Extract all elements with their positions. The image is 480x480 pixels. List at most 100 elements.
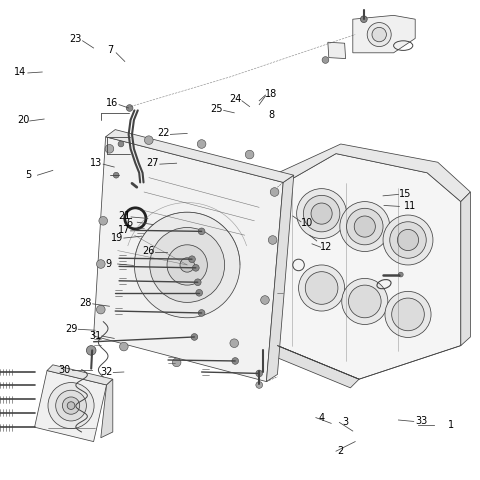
Text: 5: 5	[25, 170, 32, 180]
Circle shape	[172, 358, 181, 367]
Polygon shape	[277, 154, 461, 379]
Text: 1: 1	[448, 420, 454, 430]
Circle shape	[342, 278, 388, 324]
Circle shape	[198, 228, 205, 235]
Text: 15: 15	[399, 190, 412, 199]
Circle shape	[56, 390, 86, 421]
Circle shape	[144, 136, 153, 144]
Circle shape	[390, 222, 426, 258]
Text: 11: 11	[404, 202, 417, 211]
Circle shape	[99, 216, 108, 225]
Circle shape	[230, 339, 239, 348]
Circle shape	[150, 228, 225, 302]
Text: 12: 12	[320, 242, 333, 252]
Text: 24: 24	[229, 95, 241, 104]
Circle shape	[197, 140, 206, 148]
Circle shape	[196, 289, 203, 296]
Text: 2: 2	[337, 446, 344, 456]
Polygon shape	[269, 346, 359, 388]
Circle shape	[198, 310, 205, 316]
Polygon shape	[94, 137, 283, 382]
Circle shape	[305, 272, 338, 304]
Circle shape	[245, 150, 254, 159]
Text: 21: 21	[119, 211, 131, 221]
Text: 6: 6	[127, 218, 132, 228]
Circle shape	[270, 188, 279, 196]
Circle shape	[105, 144, 114, 153]
Circle shape	[126, 105, 133, 111]
Circle shape	[397, 229, 419, 251]
Text: 13: 13	[90, 158, 102, 168]
Circle shape	[303, 195, 340, 232]
Circle shape	[180, 258, 194, 272]
Circle shape	[354, 216, 375, 237]
Text: 9: 9	[105, 259, 111, 269]
Text: 4: 4	[319, 413, 324, 422]
Polygon shape	[353, 15, 415, 53]
Circle shape	[340, 202, 390, 252]
Polygon shape	[266, 175, 294, 382]
Text: 32: 32	[100, 367, 113, 377]
Circle shape	[268, 236, 277, 244]
Text: 3: 3	[343, 418, 348, 427]
Circle shape	[86, 346, 96, 355]
Circle shape	[372, 27, 386, 42]
Text: 27: 27	[146, 158, 159, 168]
Circle shape	[191, 334, 198, 340]
Circle shape	[232, 358, 239, 364]
Text: 20: 20	[17, 115, 29, 125]
Circle shape	[96, 260, 105, 268]
Circle shape	[113, 172, 119, 178]
Polygon shape	[270, 144, 470, 202]
Text: 8: 8	[268, 110, 274, 120]
Circle shape	[360, 16, 367, 23]
Text: 22: 22	[157, 129, 169, 138]
Circle shape	[261, 296, 269, 304]
Circle shape	[167, 245, 207, 285]
Circle shape	[189, 256, 195, 263]
Text: 7: 7	[107, 46, 114, 55]
Circle shape	[392, 298, 424, 331]
Text: 17: 17	[118, 226, 130, 235]
Circle shape	[322, 57, 329, 63]
Polygon shape	[106, 130, 294, 182]
Circle shape	[96, 305, 105, 314]
Circle shape	[256, 370, 263, 377]
Circle shape	[367, 23, 391, 47]
Circle shape	[311, 203, 332, 224]
Text: 31: 31	[89, 331, 101, 341]
Circle shape	[67, 402, 75, 409]
Text: 30: 30	[59, 365, 71, 374]
Circle shape	[398, 272, 403, 277]
Circle shape	[194, 279, 201, 286]
Circle shape	[118, 141, 124, 147]
Polygon shape	[47, 365, 113, 385]
Circle shape	[348, 285, 381, 318]
Text: 16: 16	[106, 98, 118, 108]
Text: 19: 19	[111, 233, 123, 242]
Circle shape	[256, 382, 263, 388]
Text: 29: 29	[65, 324, 77, 334]
Text: 23: 23	[70, 35, 82, 44]
Polygon shape	[461, 192, 470, 346]
Circle shape	[120, 342, 128, 351]
Text: 33: 33	[415, 417, 428, 426]
Text: 18: 18	[265, 89, 277, 98]
Circle shape	[62, 397, 80, 414]
Circle shape	[134, 212, 240, 318]
Circle shape	[347, 208, 383, 245]
Text: 28: 28	[79, 299, 92, 308]
Text: 26: 26	[143, 246, 155, 256]
Circle shape	[299, 265, 345, 311]
Circle shape	[385, 291, 431, 337]
Circle shape	[192, 264, 199, 271]
Polygon shape	[35, 371, 107, 442]
Text: 25: 25	[211, 105, 223, 114]
Text: 14: 14	[14, 67, 26, 77]
Circle shape	[48, 383, 94, 429]
Text: 10: 10	[301, 218, 313, 228]
Polygon shape	[328, 42, 346, 59]
Polygon shape	[101, 379, 113, 438]
Circle shape	[297, 189, 347, 239]
Circle shape	[383, 215, 433, 265]
